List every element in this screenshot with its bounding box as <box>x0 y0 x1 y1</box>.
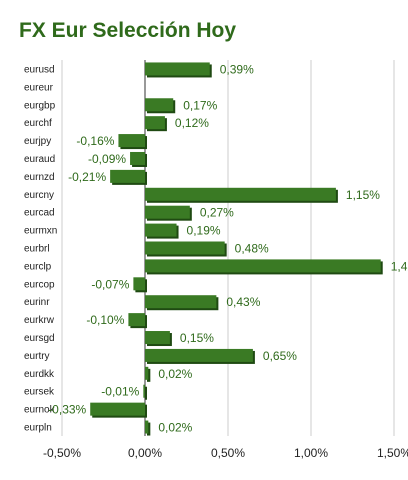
bar <box>145 259 381 273</box>
category-label: eurtry <box>24 351 50 362</box>
value-label: 0,48% <box>235 242 269 256</box>
category-label: eurgbp <box>24 100 56 111</box>
category-label: eurnok <box>24 405 56 416</box>
category-label: eurnzd <box>24 172 55 183</box>
bar <box>145 331 170 345</box>
bar <box>145 62 210 76</box>
value-label: -0,09% <box>88 152 126 166</box>
bar <box>110 169 145 183</box>
category-label: eurjpy <box>24 136 51 147</box>
category-label: eurkrw <box>24 315 55 326</box>
value-label: -0,33% <box>48 403 86 417</box>
bar-shadow <box>147 368 151 382</box>
x-tick-label: 1,50% <box>377 446 408 460</box>
bar <box>145 205 190 219</box>
value-label: 0,17% <box>183 98 217 112</box>
category-label: eurinr <box>24 297 50 308</box>
value-label: 0,19% <box>187 224 221 238</box>
value-label: 1,15% <box>346 188 380 202</box>
value-label: 0,12% <box>175 116 209 130</box>
bar <box>143 384 145 398</box>
bar <box>145 98 174 112</box>
category-label: eurpln <box>24 423 52 434</box>
bar <box>90 402 145 416</box>
category-label: eurbrl <box>24 244 50 255</box>
category-label: eurdkk <box>24 369 55 380</box>
chart-title: FX Eur Selección Hoy <box>19 19 237 42</box>
bar <box>145 223 177 237</box>
value-label: 0,65% <box>263 349 297 363</box>
category-label: eurclp <box>24 261 52 272</box>
bar <box>145 295 217 309</box>
category-label: eureur <box>24 82 54 93</box>
category-label: eurmxn <box>24 226 57 237</box>
value-label: 1,42% <box>391 259 408 273</box>
value-label: 0,02% <box>158 421 192 435</box>
category-label: eurusd <box>24 64 55 75</box>
bar-shadow <box>147 422 151 436</box>
value-label: 0,15% <box>180 331 214 345</box>
x-tick-label: 1,00% <box>294 446 328 460</box>
bar <box>145 366 149 380</box>
value-label: -0,10% <box>86 313 124 327</box>
x-tick-label: 0,00% <box>128 446 162 460</box>
bar <box>145 116 165 130</box>
category-label: eurcny <box>24 190 54 201</box>
x-tick-label: -0,50% <box>43 446 81 460</box>
value-label: -0,16% <box>76 134 114 148</box>
value-label: -0,07% <box>91 277 129 291</box>
bar <box>118 134 145 148</box>
bar <box>145 420 149 434</box>
category-label: eursek <box>24 387 55 398</box>
value-label: -0,01% <box>101 385 139 399</box>
category-label: eurcad <box>24 208 55 219</box>
value-label: 0,27% <box>200 206 234 220</box>
category-label: euraud <box>24 154 55 165</box>
value-label: 0,39% <box>220 62 254 76</box>
category-label: eursgd <box>24 333 55 344</box>
bar <box>130 151 145 165</box>
value-label: 0,02% <box>158 367 192 381</box>
category-label: eurchf <box>24 118 52 129</box>
bar <box>128 313 145 327</box>
value-label: 0,43% <box>226 295 260 309</box>
bar <box>145 241 225 255</box>
bar <box>133 277 145 291</box>
bar <box>145 348 253 362</box>
category-label: eurcop <box>24 279 55 290</box>
bar <box>145 187 336 201</box>
value-label: -0,21% <box>68 170 106 184</box>
bar-shadow <box>145 386 147 400</box>
x-tick-label: 0,50% <box>211 446 245 460</box>
